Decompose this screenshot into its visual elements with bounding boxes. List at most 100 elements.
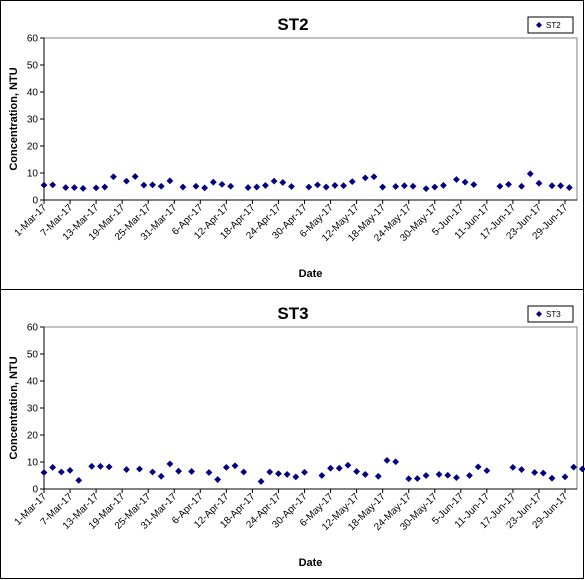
data-point <box>40 469 48 476</box>
data-point <box>266 468 274 476</box>
chart-title: ST3 <box>277 304 308 323</box>
data-point <box>166 177 174 185</box>
y-axis-title: Concentration, NTU <box>8 356 20 459</box>
data-point <box>578 465 585 473</box>
data-point <box>361 471 369 478</box>
data-point <box>75 476 83 484</box>
y-tick-label: 40 <box>27 88 39 99</box>
data-point <box>505 180 512 188</box>
data-point <box>188 468 196 475</box>
data-point <box>348 178 356 186</box>
data-point <box>331 182 339 189</box>
data-point <box>453 176 460 183</box>
plot-area <box>43 326 578 490</box>
y-tick-label: 60 <box>27 323 39 334</box>
data-point <box>379 183 387 191</box>
data-point <box>179 183 187 191</box>
data-point <box>548 182 556 190</box>
data-point <box>548 474 556 482</box>
data-point <box>149 468 156 476</box>
data-point <box>405 475 413 483</box>
data-point <box>344 461 352 469</box>
data-point <box>218 180 226 188</box>
chart-st2: ST201020304050601-Mar-177-Mar-1713-Mar-1… <box>8 15 578 280</box>
y-tick-label: 10 <box>27 458 39 469</box>
data-point <box>361 174 369 182</box>
y-axis-title: Concentration, NTU <box>8 67 20 170</box>
chart-st3: ST301020304050601-Mar-177-Mar-1713-Mar-1… <box>8 304 585 569</box>
y-tick-label: 0 <box>32 196 38 207</box>
data-point <box>66 466 74 474</box>
chart-panel-st3: ST3 0 10 20 30 40 50 60 1-Mar-17 7-Mar-17 13-Mar-1… <box>0 289 585 579</box>
data-point <box>335 464 343 472</box>
data-point <box>270 177 278 185</box>
data-point <box>136 465 143 473</box>
y-tick-label: 50 <box>27 350 39 361</box>
data-point <box>70 184 78 191</box>
data-point <box>214 476 222 483</box>
data-point <box>149 181 156 189</box>
data-point <box>570 463 578 471</box>
legend: ST3 <box>527 305 574 323</box>
data-point <box>175 467 182 475</box>
data-point <box>292 473 300 481</box>
data-point <box>88 462 96 470</box>
data-point <box>105 463 113 471</box>
data-point <box>444 471 452 479</box>
data-point <box>257 478 265 485</box>
data-point <box>123 466 130 473</box>
data-point <box>49 181 57 189</box>
data-point <box>305 183 313 191</box>
data-point <box>253 183 261 191</box>
data-point <box>201 184 209 192</box>
data-point <box>370 173 378 181</box>
data-point <box>422 185 430 193</box>
data-point <box>157 472 165 480</box>
data-point <box>557 182 565 190</box>
data-point <box>466 472 473 479</box>
data-point <box>374 472 382 480</box>
data-point <box>301 468 308 476</box>
data-point <box>314 181 321 189</box>
x-axis-title: Date <box>299 557 323 569</box>
y-tick-label: 50 <box>27 61 39 72</box>
data-point <box>383 456 391 464</box>
data-point <box>340 182 347 190</box>
data-point <box>192 182 200 190</box>
data-point <box>565 184 573 191</box>
data-point <box>40 181 48 189</box>
y-tick-label: 30 <box>27 404 39 415</box>
data-point <box>409 182 417 190</box>
data-point <box>400 182 408 190</box>
data-point <box>353 468 360 475</box>
data-point <box>283 471 291 478</box>
x-axis-title: Date <box>299 268 323 280</box>
data-point <box>392 183 400 190</box>
data-point <box>322 183 330 191</box>
data-point <box>209 178 217 186</box>
data-point <box>222 464 230 471</box>
y-tick-label: 0 <box>32 485 38 496</box>
data-point <box>62 184 70 191</box>
data-point <box>101 183 109 191</box>
data-point <box>561 473 569 481</box>
y-tick-label: 30 <box>27 115 39 126</box>
data-point <box>110 173 117 181</box>
legend-marker <box>536 311 542 317</box>
data-point <box>227 182 235 190</box>
data-point <box>166 460 174 468</box>
chart-panel-st2: ST2 0 10 20 30 40 50 60 1-Mar-17 7-Mar-17 13-Mar-1… <box>0 0 584 290</box>
y-tick-label: 60 <box>27 34 39 45</box>
data-point <box>244 184 252 191</box>
data-point <box>288 183 295 190</box>
data-point <box>79 184 87 192</box>
data-point <box>518 466 525 473</box>
data-point <box>49 464 57 471</box>
data-point <box>535 179 543 187</box>
y-tick-label: 20 <box>27 431 39 442</box>
data-point <box>157 182 165 190</box>
legend-label: ST3 <box>546 310 561 319</box>
data-point <box>509 464 517 471</box>
data-point <box>231 462 239 470</box>
y-tick-label: 40 <box>27 377 39 388</box>
